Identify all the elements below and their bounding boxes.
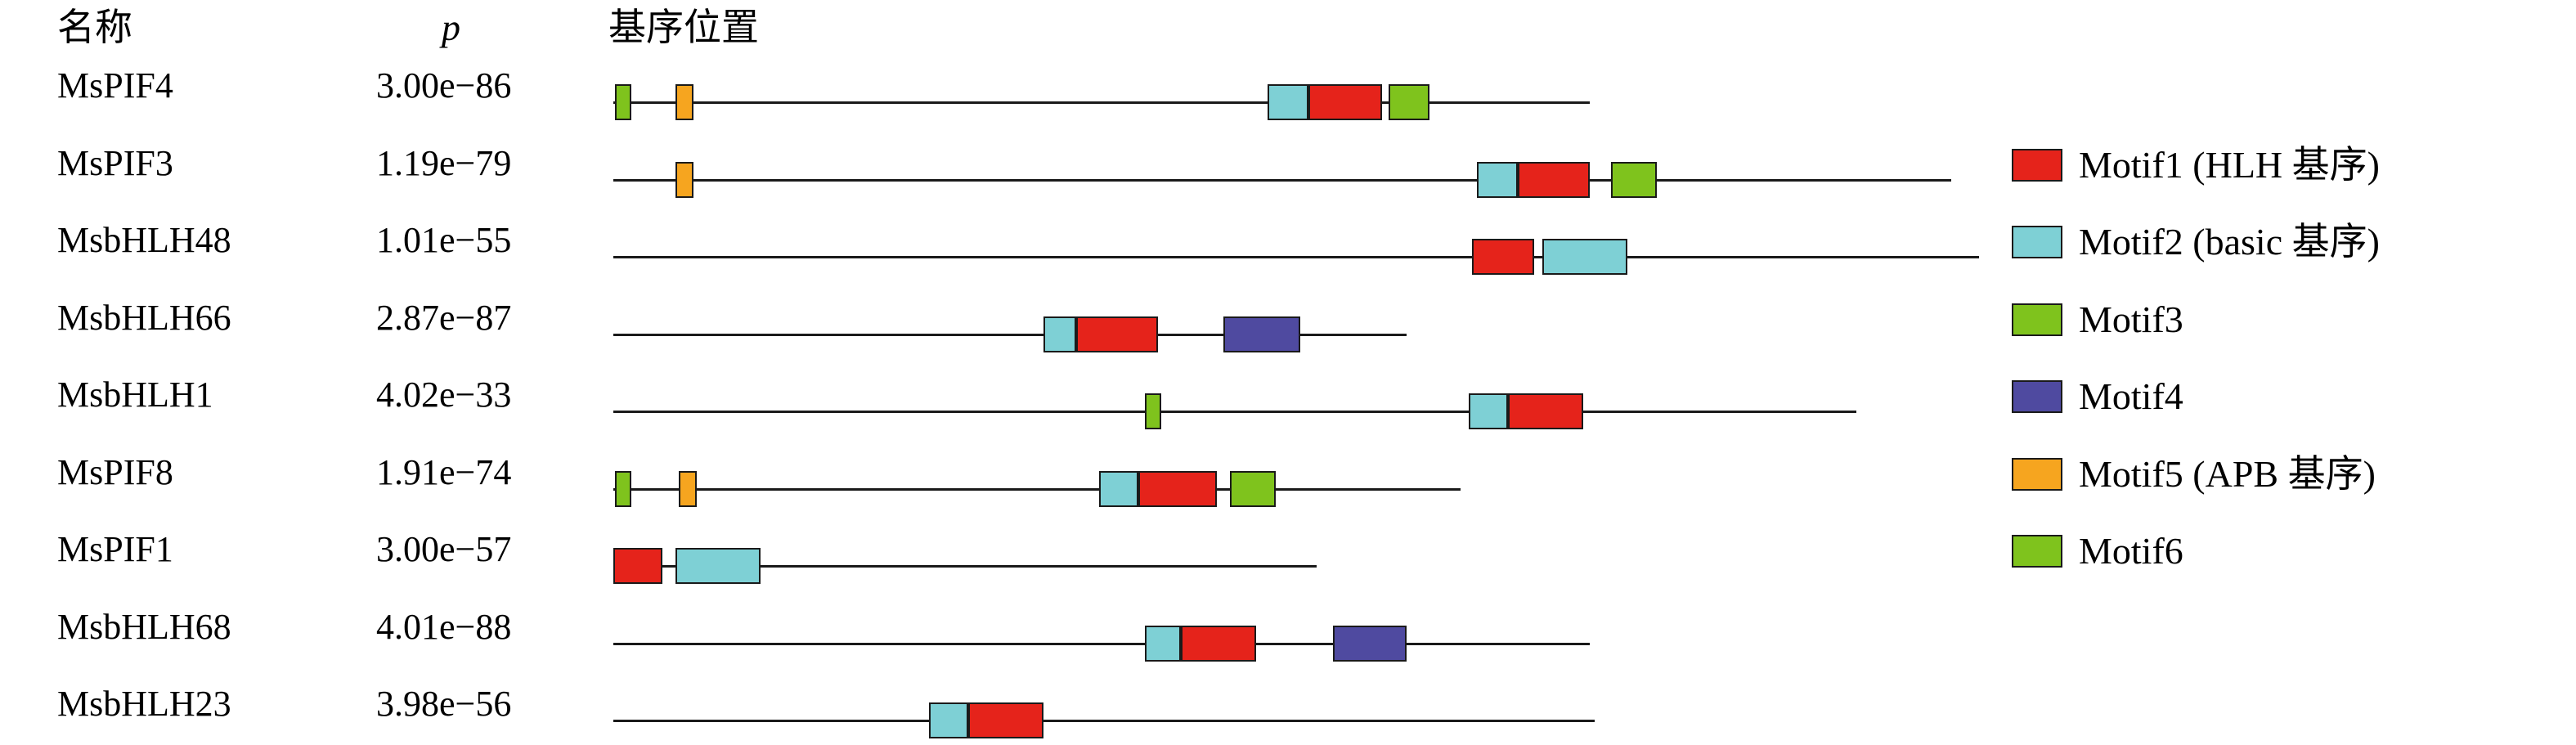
track-line	[613, 720, 1595, 722]
legend-item: Motif3	[2012, 298, 2183, 340]
p-value: 4.01e−88	[376, 607, 512, 647]
p-value: 1.01e−55	[376, 220, 512, 260]
motif-box-motif1	[1076, 316, 1158, 352]
legend-label: Motif1 (HLH 基序)	[2079, 144, 2380, 186]
legend-swatch-motif1	[2012, 149, 2062, 182]
motif-box-motif6	[615, 84, 631, 120]
track-line	[613, 256, 1979, 258]
legend-label: Motif6	[2079, 530, 2183, 572]
track-line	[613, 565, 1317, 568]
legend-item: Motif2 (basic 基序)	[2012, 221, 2380, 263]
motif-box-motif2	[1099, 471, 1138, 507]
p-value: 1.19e−79	[376, 143, 512, 183]
motif-box-motif2	[1477, 162, 1518, 198]
legend-label: Motif2 (basic 基序)	[2079, 221, 2380, 263]
motif-box-motif1	[1472, 239, 1534, 275]
motif-box-motif2	[1268, 84, 1308, 120]
legend-swatch-motif3	[2012, 303, 2062, 336]
legend-label: Motif3	[2079, 298, 2183, 340]
legend-label: Motif5 (APB 基序)	[2079, 453, 2376, 495]
gene-name-label: MsPIF8	[57, 452, 173, 492]
motif-box-motif2	[929, 702, 968, 738]
legend-swatch-motif2	[2012, 226, 2062, 258]
motif-box-motif1	[1138, 471, 1217, 507]
p-value: 3.98e−56	[376, 684, 512, 724]
legend-item: Motif5 (APB 基序)	[2012, 453, 2376, 495]
motif-box-motif1	[968, 702, 1043, 738]
track-line	[613, 334, 1407, 336]
track-line	[613, 179, 1951, 182]
motif-box-motif2	[1469, 393, 1508, 429]
gene-name-label: MsPIF1	[57, 529, 173, 569]
motif-box-motif1	[1181, 626, 1256, 662]
legend-swatch-motif5	[2012, 458, 2062, 491]
motif-box-motif4	[1333, 626, 1407, 662]
gene-name-label: MsPIF4	[57, 65, 173, 105]
gene-name-label: MsPIF3	[57, 143, 173, 183]
motif-box-motif5	[679, 471, 697, 507]
motif-box-motif5	[675, 84, 693, 120]
track-line	[613, 101, 1590, 104]
p-value: 1.91e−74	[376, 452, 512, 492]
track-line	[613, 411, 1856, 413]
gene-name-label: MsbHLH23	[57, 684, 231, 724]
motif-box-motif6	[615, 471, 631, 507]
column-header-name: 名称	[57, 7, 132, 48]
gene-name-label: MsbHLH48	[57, 220, 231, 260]
legend-item: Motif1 (HLH 基序)	[2012, 144, 2380, 186]
motif-box-motif3	[1389, 84, 1429, 120]
legend-label: Motif4	[2079, 375, 2183, 417]
legend-item: Motif6	[2012, 530, 2183, 572]
gene-name-label: MsbHLH68	[57, 607, 231, 647]
p-value: 3.00e−86	[376, 65, 512, 105]
column-header-motif-position: 基序位置	[608, 7, 759, 48]
p-value: 3.00e−57	[376, 529, 512, 569]
motif-box-motif2	[675, 548, 761, 584]
p-value: 4.02e−33	[376, 375, 512, 415]
motif-box-motif1	[1518, 162, 1590, 198]
motif-box-motif1	[1508, 393, 1583, 429]
motif-box-motif2	[1542, 239, 1627, 275]
legend-item: Motif4	[2012, 375, 2183, 417]
gene-name-label: MsbHLH1	[57, 375, 213, 415]
motif-box-motif4	[1223, 316, 1300, 352]
track-line	[613, 643, 1590, 645]
motif-box-motif1	[613, 548, 662, 584]
motif-box-motif3	[1230, 471, 1276, 507]
motif-box-motif2	[1043, 316, 1076, 352]
motif-box-motif1	[1308, 84, 1382, 120]
gene-name-label: MsbHLH66	[57, 298, 231, 338]
p-value: 2.87e−87	[376, 298, 512, 338]
motif-box-motif5	[675, 162, 693, 198]
motif-box-motif6	[1145, 393, 1161, 429]
track-line	[613, 488, 1461, 491]
motif-box-motif3	[1611, 162, 1657, 198]
legend-swatch-motif4	[2012, 380, 2062, 413]
legend-swatch-motif6	[2012, 535, 2062, 568]
column-header-pvalue: p	[442, 7, 460, 48]
motif-box-motif2	[1145, 626, 1181, 662]
